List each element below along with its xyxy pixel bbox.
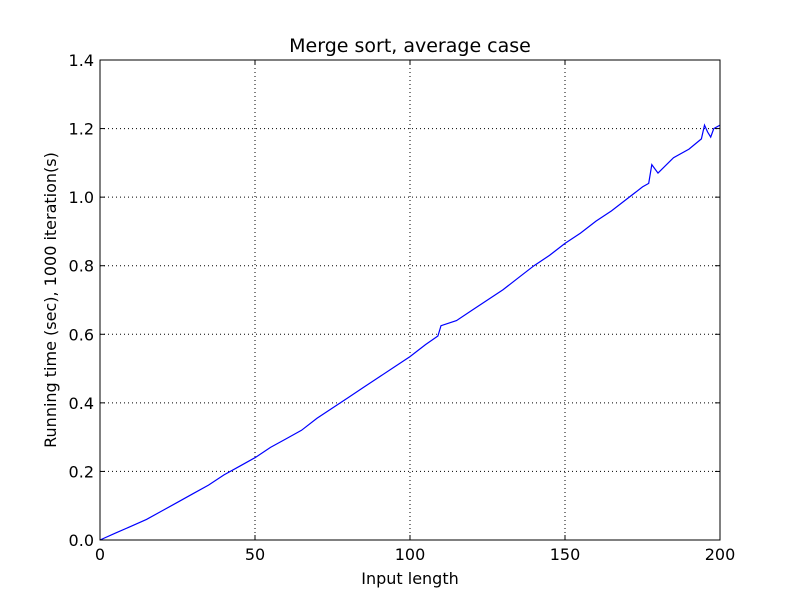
ticks: 0 50 100 150 200 0.0 0.2 0.4 0.6 0.8 1.0 1.2 1.4 (69, 51, 736, 564)
x-tick-label: 150 (550, 545, 581, 564)
series-layer (99, 123, 721, 541)
y-tick-label: 0.2 (69, 462, 94, 481)
y-tick-label: 0.0 (69, 531, 94, 550)
y-tick-label: 0.8 (69, 257, 94, 276)
y-tick-label: 1.4 (69, 51, 94, 70)
y-axis-label: Running time (sec), 1000 iteration(s) (41, 152, 60, 448)
x-tick-label: 50 (245, 545, 265, 564)
x-axis-label: Input length (361, 569, 459, 588)
chart-title: Merge sort, average case (289, 35, 531, 57)
series-line (99, 123, 721, 541)
y-tick-label: 1.2 (69, 120, 94, 139)
x-tick-label: 0 (95, 545, 105, 564)
y-tick-label: 0.4 (69, 394, 94, 413)
y-tick-label: 0.6 (69, 325, 94, 344)
y-tick-label: 1.0 (69, 188, 94, 207)
x-tick-label: 100 (395, 545, 426, 564)
x-tick-label: 200 (705, 545, 736, 564)
